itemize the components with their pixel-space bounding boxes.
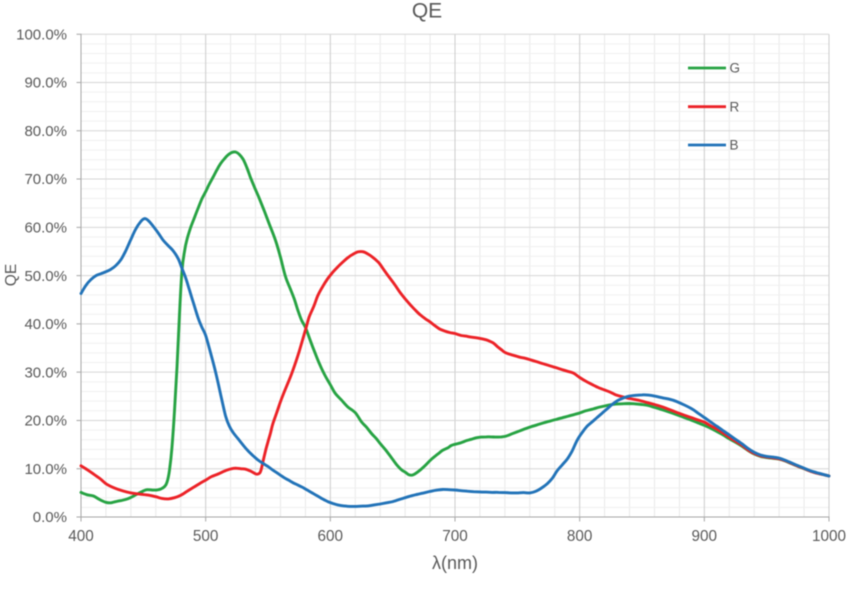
svg-text:900: 900 — [692, 528, 718, 545]
svg-text:QE: QE — [412, 0, 442, 23]
svg-text:R: R — [730, 99, 740, 114]
svg-text:G: G — [730, 61, 741, 76]
svg-text:100.0%: 100.0% — [16, 26, 67, 43]
svg-text:500: 500 — [193, 528, 219, 545]
svg-text:B: B — [730, 138, 739, 153]
svg-text:QE: QE — [3, 264, 20, 286]
svg-text:10.0%: 10.0% — [24, 461, 67, 478]
svg-text:30.0%: 30.0% — [24, 364, 67, 381]
svg-text:700: 700 — [442, 528, 468, 545]
svg-text:60.0%: 60.0% — [24, 220, 67, 237]
svg-text:1000: 1000 — [812, 528, 846, 545]
svg-text:50.0%: 50.0% — [24, 268, 67, 285]
svg-text:800: 800 — [567, 528, 593, 545]
svg-text:90.0%: 90.0% — [24, 75, 67, 92]
svg-text:70.0%: 70.0% — [24, 171, 67, 188]
svg-text:80.0%: 80.0% — [24, 123, 67, 140]
svg-text:400: 400 — [68, 528, 94, 545]
svg-text:20.0%: 20.0% — [24, 413, 67, 430]
svg-text:40.0%: 40.0% — [24, 316, 67, 333]
svg-text:600: 600 — [318, 528, 344, 545]
svg-text:λ(nm): λ(nm) — [432, 553, 478, 573]
svg-text:0.0%: 0.0% — [33, 509, 67, 526]
